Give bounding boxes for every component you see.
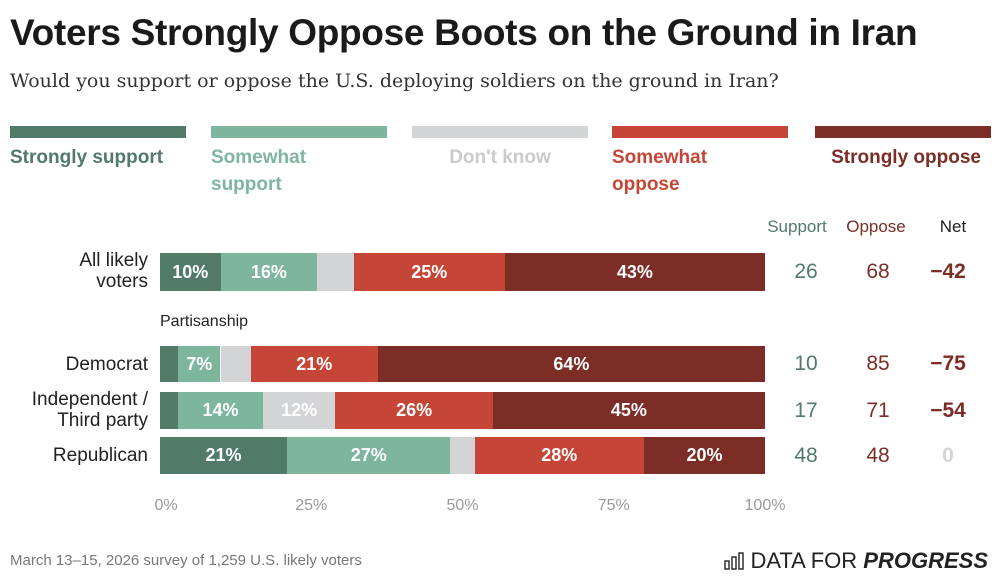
bar-segment: [160, 392, 179, 429]
support-value: 26: [794, 260, 818, 283]
legend-label: Strongly oppose: [831, 147, 981, 168]
x-tick-label: 25%: [295, 497, 328, 514]
row-label: Democrat: [65, 354, 148, 375]
chart-title: Voters Strongly Oppose Boots on the Grou…: [10, 12, 918, 53]
row-label: All likely voters: [79, 250, 148, 292]
support-value: 10: [794, 352, 818, 375]
bar-segment: 25%: [353, 253, 505, 291]
bar-segment: 7%: [178, 346, 221, 382]
bar-segment: 14%: [178, 392, 263, 429]
legend-label: Strongly support: [10, 147, 164, 168]
legend-item: Somewhat support: [211, 126, 387, 198]
bar-segment: 20%: [644, 437, 765, 474]
x-tick-label: 0%: [154, 497, 178, 514]
bar-chart-icon: [724, 552, 745, 570]
bar-segment: 43%: [504, 253, 765, 291]
legend-label: Don't know: [449, 147, 551, 168]
legend-swatch: [10, 126, 186, 138]
logo: DATA FOR PROGRESS: [724, 548, 988, 574]
legend-item: Strongly support: [10, 126, 186, 171]
oppose-value: 48: [866, 443, 890, 467]
support-value: 48: [794, 443, 818, 467]
group-label: Partisanship: [160, 313, 249, 330]
legend-item: Somewhat oppose: [612, 126, 788, 198]
legend-swatch: [612, 126, 788, 138]
footnote: March 13–15, 2026 survey of 1,259 U.S. l…: [10, 552, 362, 569]
chart-subtitle: Would you support or oppose the U.S. dep…: [10, 70, 779, 92]
logo-text-bold: PROGRESS: [863, 548, 988, 573]
legend-item: Strongly oppose: [815, 126, 991, 171]
legend-item: Don't know: [412, 126, 588, 171]
bar-segment: [317, 253, 354, 291]
support-header: Support: [767, 217, 827, 236]
net-header: Net: [939, 217, 967, 236]
bar-segment: 12%: [262, 392, 336, 429]
legend-swatch: [815, 126, 991, 138]
legend-label: Somewhat oppose: [612, 147, 708, 195]
bar-segment: [450, 437, 475, 474]
oppose-value: 68: [866, 260, 890, 283]
row-label: Independent / Third party: [31, 389, 148, 431]
bar-segment: 45%: [492, 392, 765, 429]
bar-segment: [220, 346, 251, 382]
legend-swatch: [412, 126, 588, 138]
bar-segment: 10%: [160, 253, 221, 291]
bar-segment: [160, 346, 179, 382]
x-tick-label: 50%: [446, 497, 479, 514]
bar-segment: 16%: [220, 253, 318, 291]
x-tick-label: 100%: [744, 497, 786, 514]
oppose-value: 85: [866, 352, 890, 375]
net-value: −42: [930, 260, 966, 283]
support-value: 17: [794, 398, 818, 422]
x-tick-label: 75%: [597, 497, 630, 514]
bar-segment: 27%: [287, 437, 451, 474]
bar-segment: 21%: [250, 346, 378, 382]
bar-segment: 28%: [474, 437, 644, 474]
bar-segment: 21%: [160, 437, 288, 474]
net-value: 0: [942, 443, 954, 467]
net-value: −75: [930, 352, 966, 375]
row-label: Republican: [52, 445, 148, 466]
logo-text: DATA FOR: [750, 548, 864, 573]
bar-segment: 64%: [377, 346, 765, 382]
net-value: −54: [930, 398, 966, 422]
bar-segment: 26%: [335, 392, 493, 429]
legend-label: Somewhat support: [211, 147, 307, 195]
oppose-header: Oppose: [846, 217, 906, 236]
legend-swatch: [211, 126, 387, 138]
oppose-value: 71: [866, 398, 890, 422]
